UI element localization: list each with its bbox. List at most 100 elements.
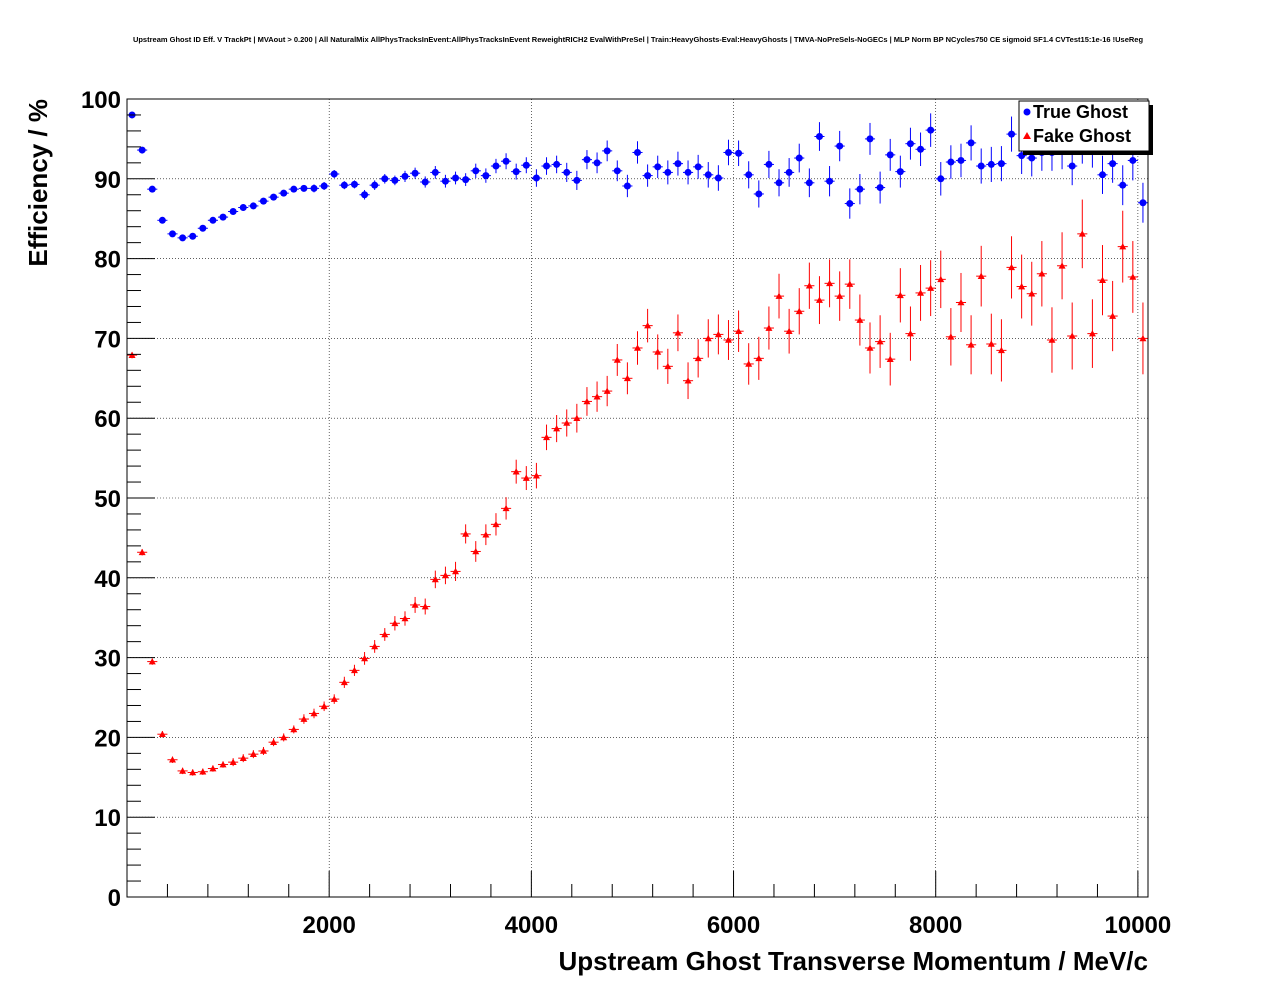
data-point xyxy=(168,230,176,238)
data-point xyxy=(886,355,894,362)
data-point xyxy=(644,172,652,180)
data-point xyxy=(1088,330,1096,337)
data-point xyxy=(158,730,166,738)
data-point xyxy=(482,172,490,180)
data-point xyxy=(512,468,520,475)
data-point xyxy=(603,387,611,394)
data-point xyxy=(846,280,854,287)
data-point xyxy=(441,177,449,185)
data-point xyxy=(775,292,783,299)
data-point xyxy=(219,213,227,221)
data-point xyxy=(795,307,803,315)
data-point xyxy=(502,504,510,512)
data-point xyxy=(967,139,975,147)
data-point xyxy=(613,167,621,175)
data-point xyxy=(927,284,935,291)
data-point xyxy=(644,322,652,329)
series-fake-ghost xyxy=(127,199,1148,776)
data-point xyxy=(654,163,662,171)
data-point xyxy=(1068,332,1076,339)
data-point xyxy=(674,329,682,336)
data-point xyxy=(1129,156,1137,164)
data-point xyxy=(532,174,540,182)
data-point xyxy=(148,185,156,193)
y-tick-label: 80 xyxy=(94,247,121,274)
data-point xyxy=(239,204,247,212)
data-point xyxy=(340,678,348,686)
data-point xyxy=(664,168,672,176)
data-point xyxy=(1008,130,1016,138)
x-tick-label: 8000 xyxy=(909,912,962,939)
data-point xyxy=(1028,154,1036,162)
data-point xyxy=(563,419,571,426)
data-point xyxy=(472,547,480,555)
data-point xyxy=(563,168,571,176)
data-point xyxy=(249,750,257,757)
data-point xyxy=(704,334,712,342)
data-point xyxy=(634,148,641,156)
data-point xyxy=(714,174,722,182)
data-point xyxy=(1139,334,1147,342)
data-point xyxy=(138,146,146,154)
data-point xyxy=(300,715,308,722)
data-point xyxy=(866,344,874,351)
data-point xyxy=(684,377,692,384)
data-point xyxy=(583,156,591,164)
data-point xyxy=(583,397,591,405)
data-point xyxy=(290,185,298,193)
x-tick-label: 2000 xyxy=(302,912,355,939)
data-point xyxy=(805,179,813,187)
data-point xyxy=(330,170,338,178)
series-true-ghost xyxy=(127,111,1148,242)
data-point xyxy=(654,348,662,355)
data-point xyxy=(623,374,631,382)
data-point xyxy=(441,571,449,579)
data-point xyxy=(411,169,419,177)
data-point xyxy=(826,279,834,287)
data-point xyxy=(634,344,641,351)
data-point xyxy=(502,157,510,165)
data-point xyxy=(856,185,864,193)
data-point xyxy=(1109,312,1117,319)
data-point xyxy=(876,184,884,192)
data-point xyxy=(1008,263,1016,271)
data-point xyxy=(310,709,318,717)
data-point xyxy=(361,191,369,199)
y-tick-label: 20 xyxy=(94,725,121,752)
data-point xyxy=(997,346,1005,354)
data-point xyxy=(815,133,823,141)
data-point xyxy=(664,362,672,370)
data-point xyxy=(371,181,379,189)
data-point xyxy=(947,158,955,166)
data-point xyxy=(886,151,894,159)
data-point xyxy=(785,327,793,335)
data-point xyxy=(917,289,925,296)
data-point xyxy=(259,747,267,754)
data-point xyxy=(987,160,995,168)
data-point xyxy=(684,168,692,176)
data-point xyxy=(856,316,864,323)
data-point xyxy=(593,393,601,400)
legend-label-true-ghost: True Ghost xyxy=(1033,102,1128,122)
data-point xyxy=(826,177,834,185)
data-point xyxy=(522,161,530,169)
data-point xyxy=(1028,290,1036,297)
data-point xyxy=(249,202,257,210)
data-point xyxy=(472,167,480,175)
data-point xyxy=(977,272,985,279)
data-point xyxy=(270,738,278,745)
data-point xyxy=(543,433,551,441)
axes: 0 10 20 30 40 50 60 70 80 90 100 2000 4000 6000 8000 10… xyxy=(81,87,1171,939)
data-point xyxy=(815,296,823,303)
data-point xyxy=(593,159,601,167)
data-point xyxy=(532,472,540,479)
data-point xyxy=(724,336,732,343)
data-point xyxy=(320,182,328,190)
data-point xyxy=(1099,171,1107,179)
data-point xyxy=(350,666,358,674)
data-point xyxy=(482,531,490,538)
data-point xyxy=(421,178,429,186)
y-tick-label: 30 xyxy=(94,646,121,673)
data-point xyxy=(199,224,207,232)
